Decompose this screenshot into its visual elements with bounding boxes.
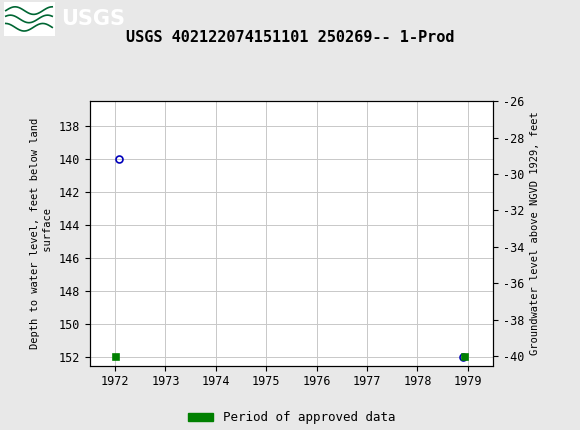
Text: USGS 402122074151101 250269-- 1-Prod: USGS 402122074151101 250269-- 1-Prod — [126, 30, 454, 45]
Bar — [5, 3, 54, 35]
Legend: Period of approved data: Period of approved data — [183, 406, 400, 429]
Text: USGS: USGS — [61, 9, 125, 29]
Y-axis label: Groundwater level above NGVD 1929, feet: Groundwater level above NGVD 1929, feet — [530, 111, 539, 355]
Y-axis label: Depth to water level, feet below land
 surface: Depth to water level, feet below land su… — [30, 118, 53, 349]
